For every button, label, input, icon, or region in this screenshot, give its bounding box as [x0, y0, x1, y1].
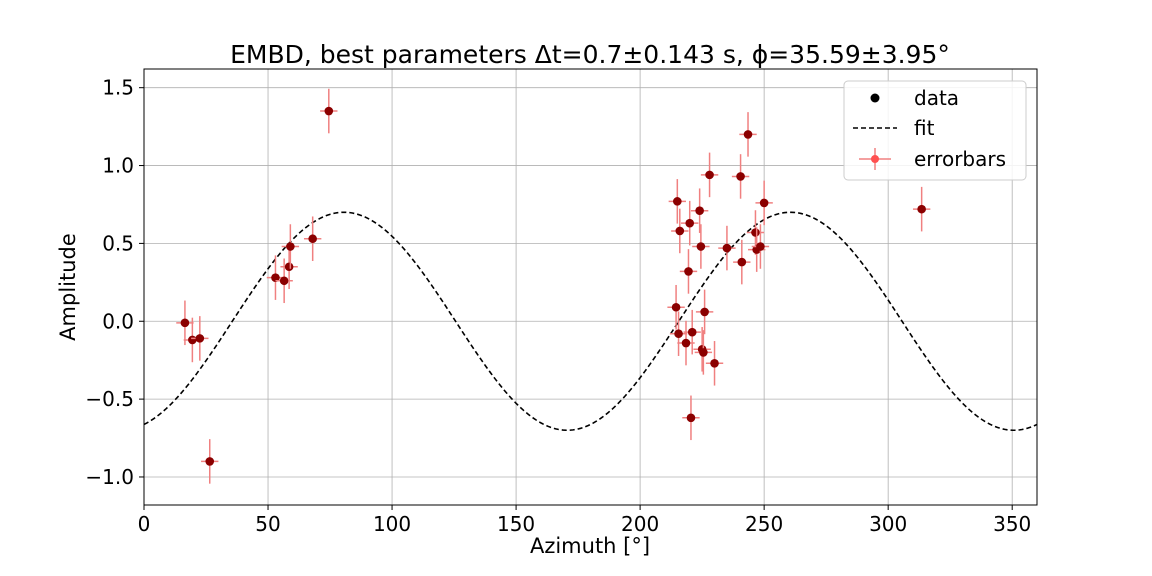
y-tick-label: 0.0: [102, 309, 134, 333]
data-point: [751, 224, 770, 269]
point-marker: [673, 197, 682, 206]
data-point: [739, 112, 757, 157]
data-point: [755, 180, 773, 226]
legend-data-label: data: [914, 86, 959, 110]
data-points: [176, 88, 931, 484]
point-marker: [279, 276, 289, 286]
point-marker: [722, 243, 732, 253]
point-marker: [743, 130, 753, 139]
y-axis-ticks: −1.0 −0.5 0.0 0.5 1.0 1.5: [85, 76, 144, 489]
point-marker: [710, 359, 719, 368]
data-point: [690, 188, 709, 233]
data-point: [731, 154, 750, 199]
data-point: [266, 255, 285, 300]
point-marker: [687, 327, 697, 337]
x-tick-label: 50: [255, 512, 280, 536]
point-marker: [737, 257, 747, 267]
point-marker: [681, 338, 691, 348]
point-marker: [705, 170, 714, 180]
point-marker: [286, 242, 295, 251]
point-marker: [180, 318, 190, 328]
point-marker: [759, 198, 769, 208]
data-point: [694, 330, 713, 375]
data-point: [700, 152, 719, 198]
legend-data-marker: [870, 93, 880, 103]
data-point: [201, 439, 219, 484]
x-axis-label: Azimuth [°]: [530, 534, 650, 558]
y-tick-label: −0.5: [85, 387, 134, 411]
point-marker: [686, 413, 696, 423]
point-marker: [695, 206, 704, 215]
y-axis-label: Amplitude: [56, 233, 80, 341]
data-point: [668, 179, 687, 224]
point-marker: [736, 172, 745, 181]
point-marker: [188, 335, 197, 345]
x-tick-label: 100: [373, 512, 411, 536]
y-tick-label: 0.5: [102, 231, 134, 255]
plot-frame: [143, 68, 1038, 506]
data-point: [733, 239, 751, 285]
chart-title: EMBD, best parameters Δt=0.7±0.143 s, ϕ=…: [230, 40, 950, 69]
data-point: [682, 395, 700, 441]
fit-curve: [143, 211, 1038, 432]
x-tick-label: 300: [869, 512, 907, 536]
point-marker: [699, 348, 708, 357]
y-tick-label: 1.5: [102, 76, 134, 100]
point-marker: [685, 218, 695, 228]
y-tick-label: −1.0: [85, 465, 134, 489]
point-marker: [271, 273, 280, 282]
legend-fit-label: fit: [914, 116, 935, 140]
x-tick-label: 200: [621, 512, 659, 536]
data-point: [669, 311, 688, 356]
point-marker: [205, 457, 215, 466]
legend-errorbar-marker: [859, 148, 891, 170]
legend-box: [843, 80, 1027, 181]
data-point: [303, 216, 322, 261]
point-marker: [671, 302, 681, 312]
point-marker: [917, 204, 926, 214]
point-marker: [751, 228, 760, 237]
x-tick-label: 0: [138, 512, 151, 536]
point-marker: [195, 334, 205, 343]
point-marker: [696, 242, 706, 251]
x-tick-label: 250: [745, 512, 783, 536]
point-marker: [756, 242, 765, 251]
data-point: [695, 289, 714, 335]
point-marker: [700, 307, 709, 317]
data-point: [280, 244, 298, 290]
data-point: [281, 224, 300, 269]
point-marker: [684, 267, 693, 276]
fit-layer: [143, 211, 1038, 432]
legend: data fit errorbars: [843, 80, 1027, 181]
x-axis-ticks: 0 50 100 150 200 250 300 350: [138, 505, 1031, 536]
data-point: [718, 225, 736, 271]
data-point: [679, 249, 698, 294]
data-point: [683, 309, 701, 355]
data-point: [692, 224, 710, 269]
x-tick-label: 350: [993, 512, 1031, 536]
point-marker: [308, 234, 317, 244]
data-point: [320, 88, 338, 134]
data-point: [912, 186, 931, 232]
data-point: [191, 316, 209, 361]
legend-errorbars-label: errorbars: [914, 147, 1006, 171]
data-point: [681, 200, 699, 246]
data-point: [705, 341, 724, 386]
y-tick-label: 1.0: [102, 154, 134, 178]
point-marker: [674, 329, 683, 339]
data-point: [667, 284, 685, 330]
data-point: [671, 208, 689, 254]
point-marker: [324, 106, 334, 116]
point-marker: [284, 262, 294, 272]
data-point: [176, 300, 194, 346]
x-tick-label: 150: [497, 512, 535, 536]
data-point: [275, 258, 293, 304]
point-marker: [675, 226, 685, 236]
